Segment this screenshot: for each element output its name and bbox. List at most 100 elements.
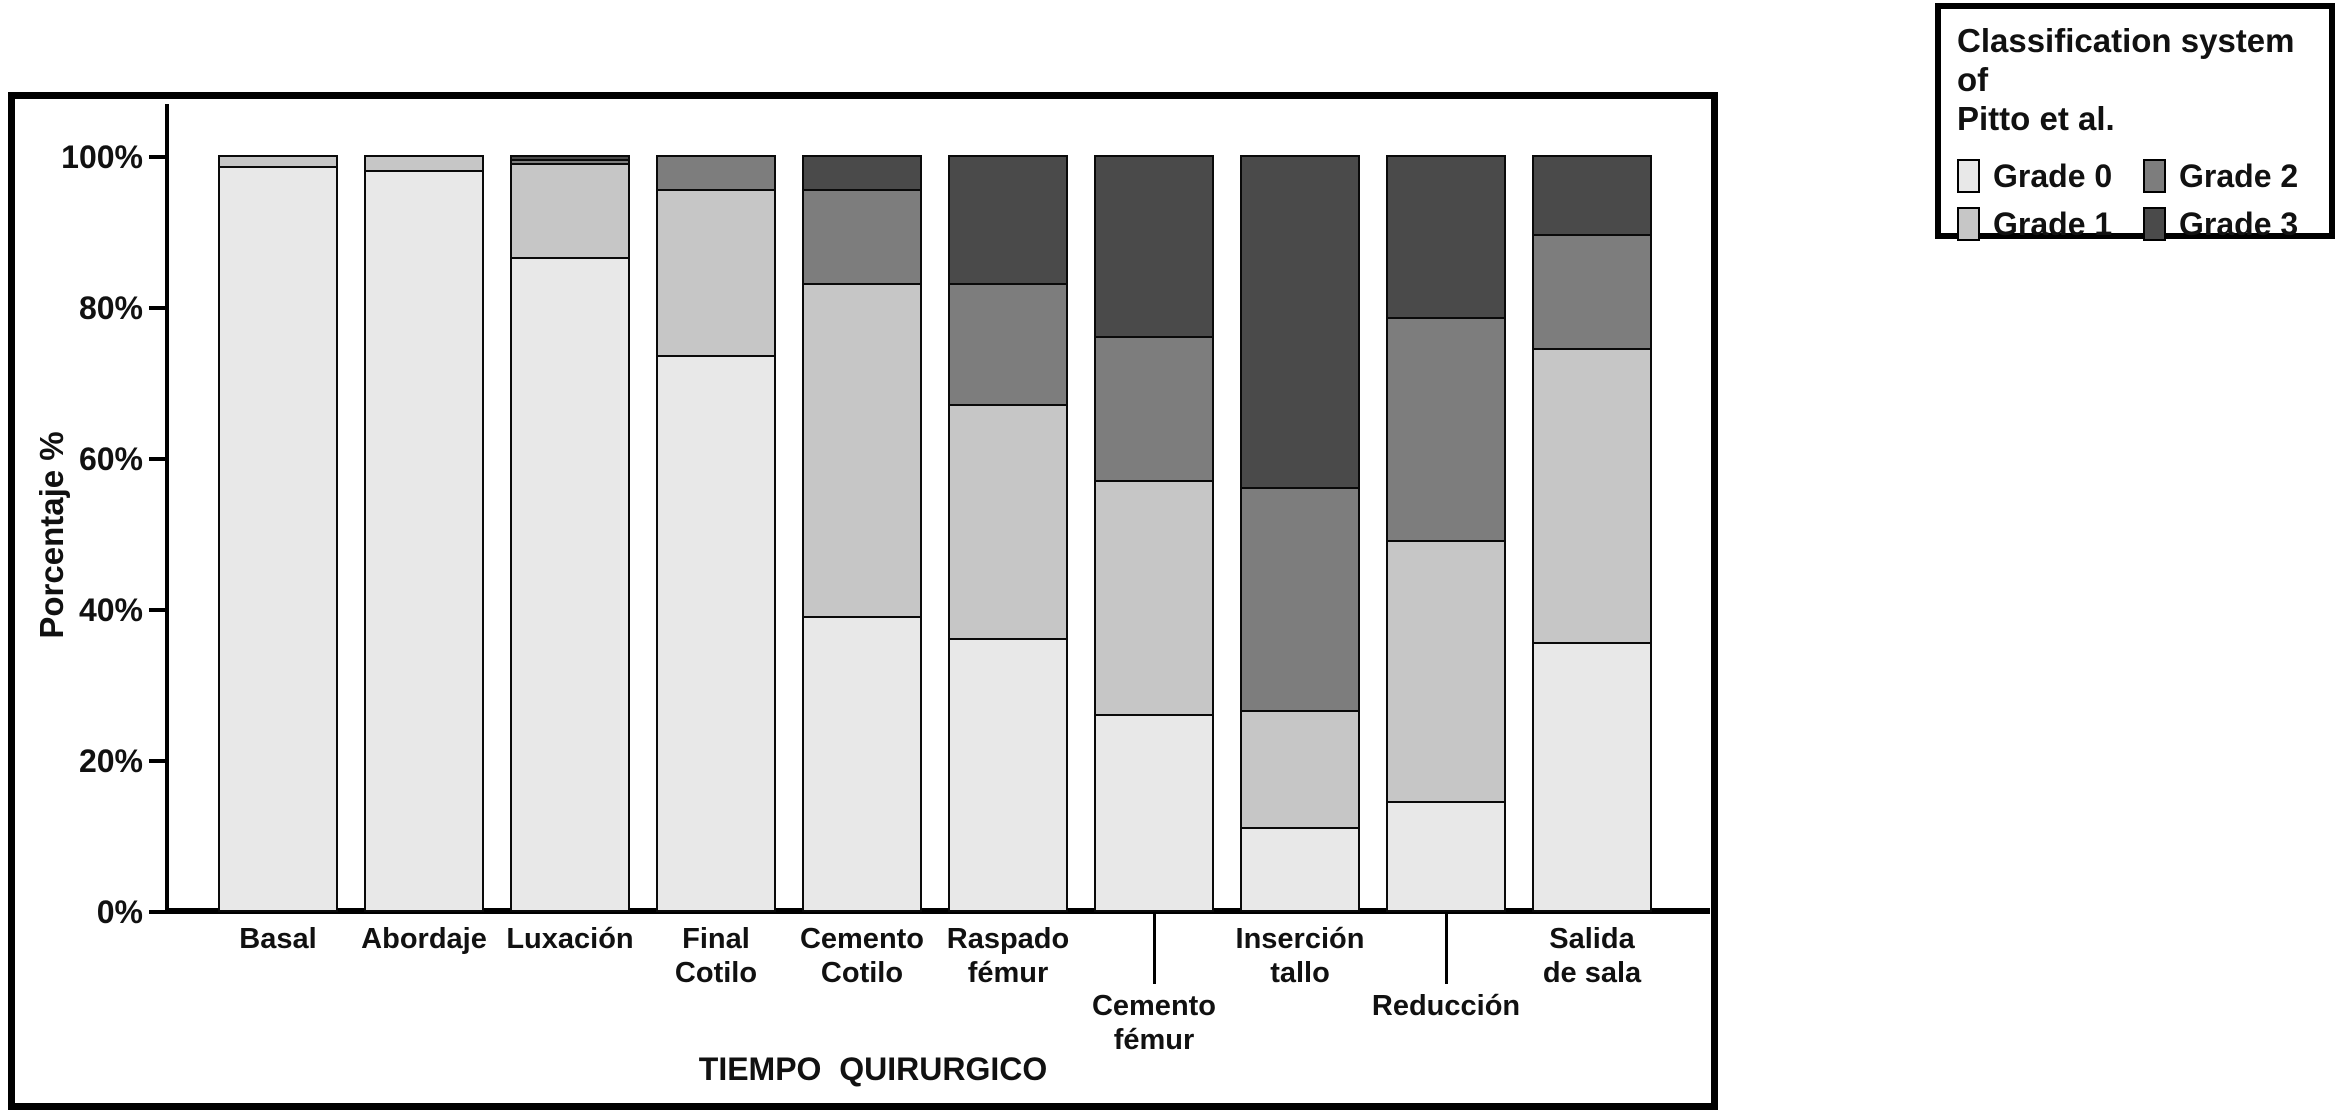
x-tick-label-line: Basal <box>239 923 317 955</box>
x-tick-label-line: Abordaje <box>361 923 487 955</box>
bar-segment-grade3 <box>1240 155 1360 490</box>
x-tick-label-line: fémur <box>967 957 1049 989</box>
x-tick-label-line: Cemento <box>799 923 925 955</box>
y-axis-line <box>165 104 169 912</box>
grade1-swatch <box>1957 207 1980 241</box>
legend-item-label: Grade 0 <box>1993 157 2113 194</box>
bar-segment-grade0 <box>656 355 776 912</box>
x-tick-label-line: Cotilo <box>820 957 904 989</box>
category-leader-line <box>1153 912 1156 984</box>
bar-segment-grade0 <box>802 615 922 912</box>
x-tick-label: Luxación <box>475 922 665 956</box>
x-tick-label: Cemento Cotilo <box>767 922 957 990</box>
legend-title-line2: Pitto et al. <box>1957 100 2115 137</box>
x-tick-label: Cemento fémur <box>1059 989 1249 1057</box>
bar-segment-grade1 <box>948 404 1068 641</box>
y-tick-label: 0% <box>96 894 143 930</box>
bar-salida-de-sala <box>1532 155 1652 912</box>
bar-segment-grade0 <box>948 638 1068 912</box>
grade0-swatch <box>1957 159 1980 193</box>
y-tick-mark <box>149 155 165 159</box>
legend-item-grade0: Grade 0 <box>1957 158 2143 195</box>
x-axis-title: TIEMPO QUIRURGICO <box>698 1051 1048 1087</box>
bar-segment-grade2 <box>656 155 776 191</box>
x-tick-label-line: Luxación <box>506 923 634 955</box>
legend-item-grade1: Grade 1 <box>1957 206 2143 243</box>
y-tick-label: 60% <box>78 441 143 477</box>
bar-segment-grade0 <box>1240 826 1360 912</box>
bar-segment-grade2 <box>1094 336 1214 482</box>
x-tick-label: Salida de sala <box>1497 922 1687 990</box>
x-tick-label-line: tallo <box>1270 957 1330 989</box>
bar-cemento-cotilo <box>802 155 922 912</box>
x-tick-label: Basal <box>183 922 373 956</box>
y-tick-mark <box>149 457 165 461</box>
bar-segment-grade3 <box>1094 155 1214 339</box>
bar-segment-grade1 <box>1386 540 1506 803</box>
x-tick-label: Inserción tallo <box>1205 922 1395 990</box>
bar-inserci-n-tallo <box>1240 155 1360 912</box>
bar-segment-grade2 <box>948 283 1068 407</box>
bar-segment-grade0 <box>1386 800 1506 912</box>
bar-final-cotilo <box>656 155 776 912</box>
legend-items: Grade 0 Grade 1 Grade 2 Grade 3 <box>1957 152 2313 248</box>
bar-segment-grade3 <box>948 155 1068 286</box>
y-tick-label: 40% <box>78 592 143 628</box>
x-tick-label-line: Inserción <box>1235 923 1365 955</box>
bar-segment-grade1 <box>656 188 776 358</box>
chart-frame: Porcentaje % TIEMPO QUIRURGICO 0% 20% 40% 6… <box>8 92 1718 1110</box>
legend: Classification system of Pitto et al. Gr… <box>1935 3 2335 242</box>
category-leader-line <box>1445 912 1448 984</box>
y-tick-mark <box>149 608 165 612</box>
x-tick-label-line: Salida <box>1549 923 1635 955</box>
x-tick-label-line: Final <box>682 923 750 955</box>
bar-segment-grade2 <box>802 189 922 286</box>
grade2-swatch <box>2143 159 2166 193</box>
x-tick-label-line: Cotilo <box>674 957 758 989</box>
x-tick-label-line: fémur <box>1113 1024 1195 1056</box>
y-tick-label: 80% <box>78 290 143 326</box>
y-tick-label: 100% <box>61 139 143 175</box>
bar-segment-grade0 <box>364 170 484 912</box>
bar-segment-grade2 <box>1386 317 1506 543</box>
bar-segment-grade3 <box>1532 155 1652 237</box>
y-tick-mark <box>149 306 165 310</box>
legend-item-grade2: Grade 2 <box>2143 158 2313 195</box>
bar-segment-grade1 <box>1532 347 1652 644</box>
bar-segment-grade0 <box>218 166 338 912</box>
y-axis-title: Porcentaje % <box>33 431 70 639</box>
bar-abordaje <box>364 155 484 912</box>
plot-area: Porcentaje % TIEMPO QUIRURGICO 0% 20% 40% 6… <box>15 99 1711 1103</box>
grade3-swatch <box>2143 207 2166 241</box>
bar-basal <box>218 155 338 912</box>
bar-segment-grade2 <box>1532 234 1652 350</box>
bar-raspado-f-mur <box>948 155 1068 912</box>
bar-segment-grade0 <box>1532 641 1652 912</box>
legend-item-label: Grade 2 <box>2179 157 2299 194</box>
x-tick-label: Reducción <box>1351 989 1541 1023</box>
x-axis-line <box>165 908 1710 914</box>
x-tick-label-line: Reducción <box>1371 990 1521 1022</box>
bar-segment-grade1 <box>802 283 922 618</box>
bar-segment-grade0 <box>510 256 630 912</box>
x-tick-label: Final Cotilo <box>621 922 811 990</box>
bar-segment-grade1 <box>1094 479 1214 716</box>
bar-segment-grade0 <box>1094 713 1214 912</box>
bar-cemento-f-mur <box>1094 155 1214 912</box>
x-tick-label: Abordaje <box>329 922 519 956</box>
y-tick-mark <box>149 910 165 914</box>
bar-luxaci-n <box>510 155 630 912</box>
x-tick-label: Raspado fémur <box>913 922 1103 990</box>
bar-segment-grade2 <box>1240 487 1360 712</box>
bar-reducci-n <box>1386 155 1506 912</box>
legend-item-label: Grade 1 <box>1993 205 2113 242</box>
y-tick-mark <box>149 759 165 763</box>
bar-segment-grade1 <box>510 162 630 259</box>
bar-segment-grade3 <box>1386 155 1506 320</box>
x-tick-label-line: de sala <box>1542 957 1642 989</box>
legend-title-line1: Classification system of <box>1957 22 2295 98</box>
legend-title: Classification system of Pitto et al. <box>1957 21 2313 138</box>
bar-segment-grade3 <box>802 155 922 191</box>
y-tick-label: 20% <box>78 743 143 779</box>
